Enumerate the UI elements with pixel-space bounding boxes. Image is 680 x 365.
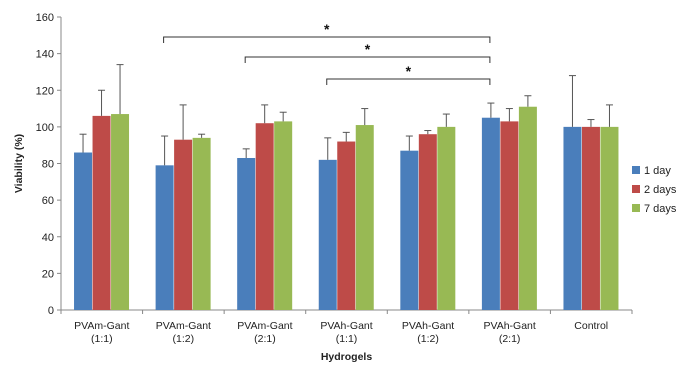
bar <box>355 125 374 310</box>
bar <box>155 165 174 310</box>
bar <box>400 150 419 310</box>
bar <box>518 106 537 310</box>
bars <box>74 106 619 311</box>
x-category-label: PVAh-Gant (2:1) <box>483 320 535 345</box>
legend: 1 day 2 days 7 days <box>632 165 677 215</box>
significance-star: * <box>365 41 371 57</box>
x-category-label: PVAm-Gant (2:1) <box>237 320 292 345</box>
legend-label: 1 day <box>644 165 671 177</box>
significance-bracket <box>163 36 491 43</box>
y-tick-label: 40 <box>42 232 54 244</box>
x-category-label: PVAh-Gant (1:2) <box>402 320 454 345</box>
y-tick-label: 80 <box>42 159 54 171</box>
legend-swatch <box>632 204 640 212</box>
bar <box>192 137 211 310</box>
bar <box>418 134 437 310</box>
bar <box>563 126 582 310</box>
x-category-label: PVAm-Gant (1:2) <box>156 320 211 345</box>
bar <box>581 126 600 310</box>
y-tick-label: 0 <box>48 305 54 317</box>
significance-bracket <box>326 78 491 85</box>
significance-bracket <box>244 56 491 63</box>
y-tick-label: 140 <box>36 49 54 61</box>
x-axis-title: Hydrogels <box>321 351 373 363</box>
significance-star: * <box>406 63 412 79</box>
y-tick-label: 20 <box>42 268 54 280</box>
significance-star: * <box>324 21 330 37</box>
legend-label: 7 days <box>644 203 677 215</box>
bar <box>600 126 619 310</box>
x-category-labels: PVAm-Gant (1:1) PVAm-Gant (1:2) PVAm-Gant (2:… <box>74 320 608 345</box>
error-bars <box>79 64 613 166</box>
bar <box>174 139 193 310</box>
bar <box>255 123 274 311</box>
y-axis-title: Viability (%) <box>13 134 25 193</box>
bar <box>274 121 293 310</box>
bar <box>111 114 130 311</box>
bar <box>481 117 500 310</box>
bar <box>337 141 356 310</box>
significance-brackets: * * * <box>163 21 491 85</box>
bar <box>237 158 256 310</box>
y-tick-label: 160 <box>36 12 54 24</box>
legend-swatch <box>632 166 640 174</box>
y-tick-label: 60 <box>42 195 54 207</box>
x-category-label: Control <box>574 320 608 332</box>
bar <box>500 121 519 310</box>
legend-swatch <box>632 185 640 193</box>
y-tick-label: 100 <box>36 122 54 134</box>
bar <box>92 115 111 310</box>
x-category-label: PVAm-Gant (1:1) <box>74 320 129 345</box>
legend-label: 2 days <box>644 184 677 196</box>
bar <box>437 126 456 310</box>
bar <box>74 152 93 310</box>
bar <box>318 159 337 310</box>
x-category-label: PVAh-Gant (1:1) <box>320 320 372 345</box>
y-ticks: 0 20 40 60 80 100 120 140 160 <box>36 12 633 317</box>
y-tick-label: 120 <box>36 85 54 97</box>
